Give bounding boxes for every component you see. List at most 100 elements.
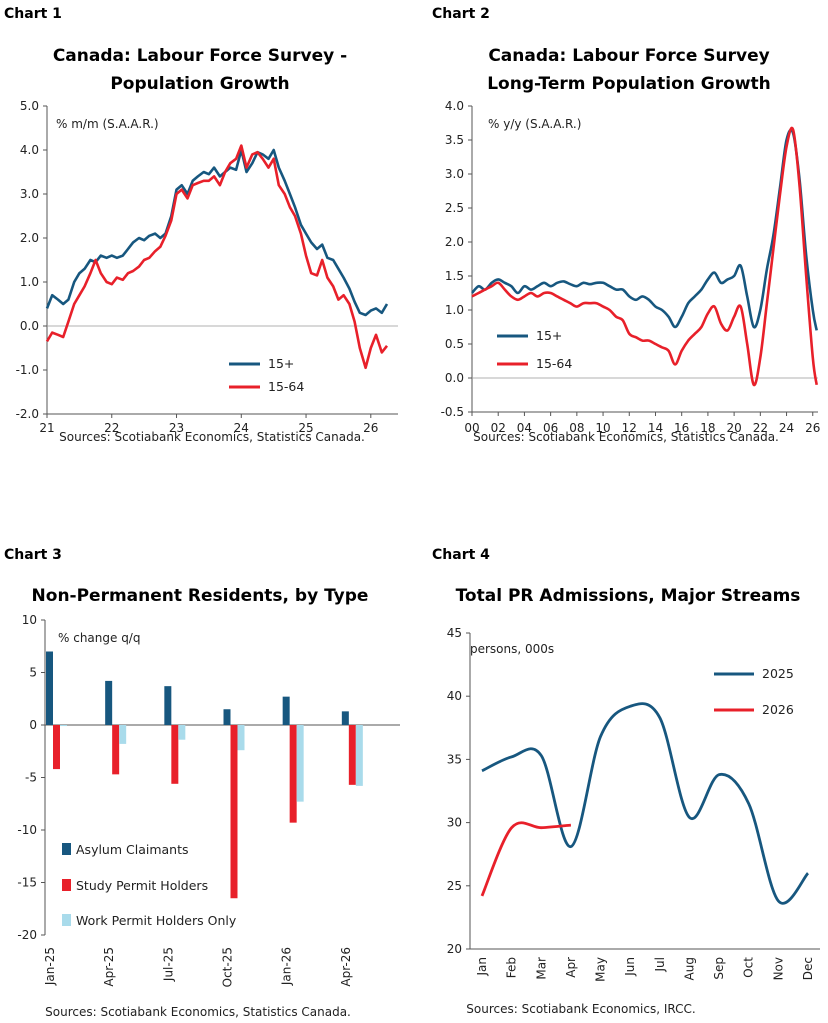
chart4-xtick-label-9: Oct	[742, 957, 756, 978]
chart1-series-line-1	[45, 144, 389, 370]
chart2-ytick-label-8: 3.5	[445, 133, 464, 147]
chart2-legend-label-15plus: 15+	[536, 328, 562, 343]
chart4-ytick-label-0: 20	[447, 942, 462, 956]
chart3-label: Chart 3	[4, 547, 62, 563]
chart4-xtick-label-0: Jan	[475, 957, 489, 977]
chart3-bar-0-5	[341, 711, 349, 725]
chart3-ytick-label-2: -10	[17, 823, 37, 837]
chart4-label: Chart 4	[432, 547, 490, 563]
chart2-xtick-label-10: 20	[726, 421, 741, 435]
chart3-ytick-label-6: 10	[22, 613, 37, 627]
chart3-bar-1-0	[53, 725, 60, 770]
chart1-label: Chart 1	[4, 6, 62, 22]
chart3-legend-swatch-asylum	[62, 843, 71, 855]
chart1-xtick-label-5: 26	[363, 421, 378, 435]
chart4-legend-label-2026: 2026	[762, 702, 794, 717]
chart3-bar-2-4	[296, 725, 304, 802]
chart1-xtick-label-2: 23	[169, 421, 184, 435]
chart2-xtick-label-5: 10	[595, 421, 610, 435]
chart1-xtick-label-4: 25	[298, 421, 313, 435]
chart3-bar-2-3	[237, 725, 245, 751]
chart1-title-line2: Population Growth	[110, 74, 289, 94]
chart4-unit-label: persons, 000s	[470, 642, 554, 656]
chart2-source: Sources: Scotiabank Economics, Statistic…	[473, 430, 779, 444]
chart3-bar-0-4	[282, 696, 290, 725]
chart3-bar-2-5	[355, 725, 363, 786]
chart2-label: Chart 2	[432, 6, 490, 22]
chart2-xtick-label-8: 16	[674, 421, 689, 435]
chart2-xtick-label-6: 12	[622, 421, 637, 435]
chart3-bar-0-2	[164, 686, 172, 725]
chart2-legend-label-15-64: 15-64	[536, 356, 572, 371]
chart3-bar-2-1	[119, 725, 127, 744]
chart1-xtick-label-3: 24	[234, 421, 249, 435]
chart3-bar-2-0	[60, 725, 67, 727]
chart4-ytick-label-3: 35	[447, 752, 462, 766]
chart4-xtick-label-3: Apr	[564, 957, 578, 978]
chart2-xtick-label-3: 06	[543, 421, 558, 435]
chart4-xtick-label-7: Aug	[682, 957, 696, 980]
chart3-source: Sources: Scotiabank Economics, Statistic…	[45, 1005, 351, 1019]
chart1-ytick-label-7: 5.0	[20, 99, 39, 113]
chart2-svg: Canada: Labour Force Survey Long-Term Po…	[441, 46, 821, 444]
chart4-xtick-label-8: Sep	[712, 957, 726, 980]
chart2-xtick-label-12: 24	[779, 421, 794, 435]
chart2-ytick-label-9: 4.0	[445, 99, 464, 113]
chart1-ytick-label-5: 3.0	[20, 187, 39, 201]
chart2-unit-label: % y/y (S.A.A.R.)	[488, 117, 581, 131]
chart1-xtick-label-1: 22	[104, 421, 119, 435]
chart3-unit-label: % change q/q	[58, 631, 140, 645]
chart3-xtick-label-2: Jul-25	[161, 947, 175, 982]
chart1-series-line-0	[45, 148, 389, 317]
chart4-series-line-0	[481, 702, 810, 905]
chart1-svg: Canada: Labour Force Survey - Population…	[16, 46, 398, 444]
chart2-ytick-label-7: 3.0	[445, 167, 464, 181]
chart2-xtick-label-9: 18	[700, 421, 715, 435]
chart1-source: Sources: Scotiabank Economics, Statistic…	[59, 430, 365, 444]
chart4-ytick-label-1: 25	[447, 879, 462, 893]
chart3-bar-1-2	[171, 725, 179, 784]
chart2-title-line1: Canada: Labour Force Survey	[488, 46, 769, 66]
chart4-legend-label-2025: 2025	[762, 666, 794, 681]
chart2-series-line-0	[471, 128, 818, 331]
chart1-ytick-label-6: 4.0	[20, 143, 39, 157]
chart2-ytick-label-0: -0.5	[441, 405, 464, 419]
chart3-xtick-label-1: Apr-25	[102, 947, 116, 987]
chart4-xtick-label-11: Dec	[801, 957, 815, 980]
chart2-ytick-label-4: 1.5	[445, 269, 464, 283]
chart2-ytick-label-3: 1.0	[445, 303, 464, 317]
chart1-legend-label-15plus: 15+	[268, 356, 294, 371]
chart3-bar-0-0	[46, 651, 53, 725]
chart3-bar-0-3	[223, 709, 231, 725]
chart4-source: Sources: Scotiabank Economics, IRCC.	[466, 1002, 695, 1016]
chart3-legend-label-asylum: Asylum Claimants	[76, 842, 189, 857]
chart1-title-line1: Canada: Labour Force Survey -	[53, 46, 347, 66]
chart1-ytick-label-0: -2.0	[16, 407, 39, 421]
chart3-ytick-label-0: -20	[17, 928, 37, 942]
chart4-title: Total PR Admissions, Major Streams	[456, 586, 801, 606]
chart4-xtick-label-6: Jul	[653, 957, 667, 972]
chart2-xtick-label-11: 22	[753, 421, 768, 435]
chart1-ytick-label-1: -1.0	[16, 363, 39, 377]
chart3-bar-0-1	[105, 680, 113, 725]
chart4-xtick-label-10: Nov	[771, 957, 785, 980]
chart4-series-line-1	[480, 821, 572, 897]
chart1-xtick-label-0: 21	[39, 421, 54, 435]
chart3-bar-1-4	[289, 725, 297, 823]
chart2-ytick-label-5: 2.0	[445, 235, 464, 249]
chart2-xtick-label-0: 00	[464, 421, 479, 435]
chart4-xtick-label-4: May	[594, 957, 608, 982]
chart1-legend-label-15-64: 15-64	[268, 379, 304, 394]
chart4-xtick-label-1: Feb	[505, 957, 519, 978]
chart4-ytick-label-2: 30	[447, 816, 462, 830]
chart4-ytick-label-5: 45	[447, 626, 462, 640]
chart2-title-line2: Long-Term Population Growth	[487, 74, 771, 94]
chart3-ytick-label-4: 0	[29, 718, 37, 732]
chart2-ytick-label-6: 2.5	[445, 201, 464, 215]
chart3-ytick-label-3: -5	[25, 771, 37, 785]
chart1-ytick-label-3: 1.0	[20, 275, 39, 289]
chart4-ytick-label-4: 40	[447, 689, 462, 703]
chart3-legend-swatch-work	[62, 914, 71, 926]
chart3-svg: Non-Permanent Residents, by Type % chang…	[17, 586, 400, 1019]
chart2-ytick-label-1: 0.0	[445, 371, 464, 385]
